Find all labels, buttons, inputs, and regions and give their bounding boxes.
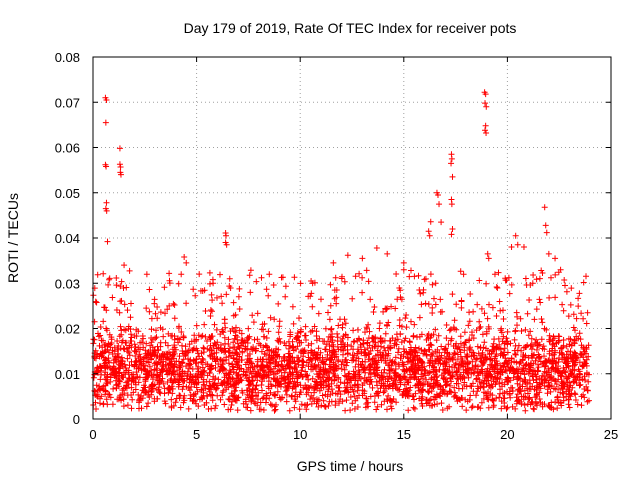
scatter-point: [520, 244, 527, 251]
scatter-point: [181, 254, 188, 261]
scatter-point: [330, 259, 337, 266]
scatter-point: [103, 207, 110, 214]
scatter-point: [116, 145, 123, 152]
scatter-point: [116, 161, 123, 168]
scatter-point: [552, 255, 559, 262]
y-tick-label: 0.04: [55, 231, 80, 246]
data-points: [90, 89, 592, 414]
scatter-point: [359, 255, 366, 262]
y-tick-label: 0.03: [55, 276, 80, 291]
scatter-point: [448, 231, 455, 238]
scatter-point: [121, 262, 128, 269]
scatter-point: [117, 171, 124, 178]
scatter-point: [512, 232, 519, 239]
y-tick-label: 0.02: [55, 322, 80, 337]
scatter-point: [143, 271, 150, 278]
scatter-point: [426, 232, 433, 239]
tick-marks: [92, 56, 612, 420]
scatter-point: [543, 229, 550, 236]
scatter-point: [449, 173, 456, 180]
x-tick-label: 5: [193, 427, 200, 442]
y-tick-label: 0.07: [55, 95, 80, 110]
scatter-point: [545, 250, 552, 257]
scatter-point: [448, 160, 455, 167]
scatter-point: [491, 271, 498, 278]
scatter-point: [223, 232, 230, 239]
scatter-point: [508, 244, 515, 251]
scatter-point: [183, 259, 190, 266]
x-tick-label: 10: [293, 427, 307, 442]
scatter-point: [436, 201, 443, 208]
scatter-point: [400, 259, 407, 266]
scatter-point: [425, 228, 432, 235]
scatter-point: [434, 192, 441, 199]
scatter-point: [483, 130, 490, 137]
scatter-point-cloud: [90, 266, 592, 414]
scatter-point: [482, 100, 489, 107]
y-tick-label: 0: [73, 412, 80, 427]
scatter-point: [514, 241, 521, 248]
scatter-point: [309, 280, 316, 287]
y-axis-label: ROTI / TECUs: [5, 193, 21, 283]
x-axis-label: GPS time / hours: [297, 458, 404, 474]
scatter-point: [438, 219, 445, 226]
scatter-point: [482, 122, 489, 129]
grid-layer: [93, 57, 611, 419]
scatter-point: [103, 96, 110, 103]
scatter-point: [483, 103, 490, 110]
x-tick-labels: 0 5 10 15 20 25: [89, 427, 618, 442]
x-tick-label: 15: [397, 427, 411, 442]
scatter-point: [542, 222, 549, 229]
scatter-point: [448, 201, 455, 208]
scatter-point: [223, 241, 230, 248]
scatter-point: [226, 275, 233, 282]
y-tick-labels: 0 0.01 0.02 0.03 0.04 0.05 0.06 0.07 0.08: [55, 50, 80, 427]
y-tick-label: 0.06: [55, 141, 80, 156]
scatter-point: [448, 155, 455, 162]
scatter-point: [384, 250, 391, 257]
scatter-point: [449, 225, 456, 232]
scatter-point: [102, 119, 109, 126]
scatter-point: [485, 255, 492, 262]
scatter-point: [103, 163, 110, 170]
scatter-point: [484, 250, 491, 257]
x-tick-label: 0: [89, 427, 96, 442]
scatter-point: [104, 238, 111, 245]
y-tick-label: 0.08: [55, 50, 80, 65]
scatter-point: [427, 218, 434, 225]
scatter-point: [373, 244, 380, 251]
scatter-point: [344, 252, 351, 259]
scatter-point: [117, 163, 124, 170]
chart-title: Day 179 of 2019, Rate Of TEC Index for r…: [184, 20, 517, 36]
x-tick-label: 25: [604, 427, 618, 442]
scatter-point: [541, 204, 548, 211]
scatter-point: [482, 127, 489, 134]
scatter-point: [482, 91, 489, 98]
x-tick-label: 20: [500, 427, 514, 442]
y-tick-label: 0.05: [55, 186, 80, 201]
y-tick-label: 0.01: [55, 367, 80, 382]
scatter-point: [103, 199, 110, 206]
